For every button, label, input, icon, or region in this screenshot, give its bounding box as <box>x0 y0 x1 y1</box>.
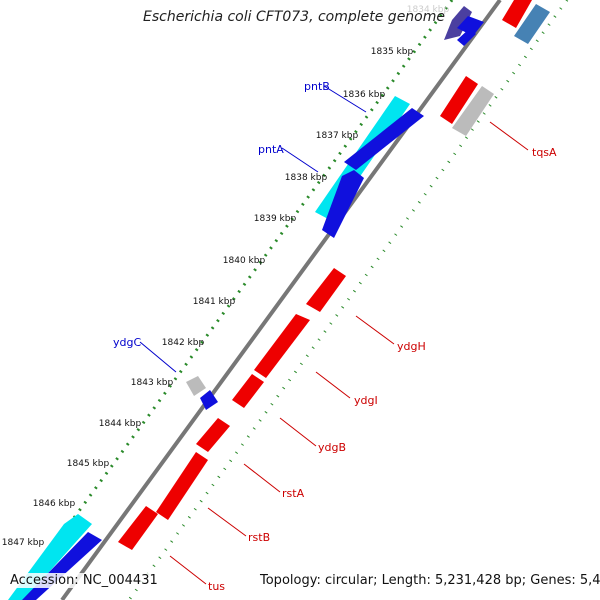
tick-label: 1843 kbp <box>131 378 174 388</box>
tick-label: 1839 kbp <box>254 214 297 224</box>
connector-ydgH <box>355 315 395 345</box>
feature-ydgC-grey[interactable] <box>186 376 206 396</box>
feature-ydgC-blue[interactable] <box>200 390 218 410</box>
gene-label-pntA[interactable]: pntA <box>258 143 284 156</box>
feature-top-right-red[interactable] <box>502 0 532 28</box>
label-connectors <box>139 85 529 585</box>
tick-label: 1845 kbp <box>67 459 110 469</box>
gene-label-tqsA[interactable]: tqsA <box>532 146 557 159</box>
feature-ydgH-red[interactable] <box>306 268 346 312</box>
map-title: Escherichia coli CFT073, complete genome <box>143 9 445 25</box>
connector-tus <box>169 555 207 585</box>
connector-pntA <box>281 147 319 173</box>
tick-label: 1840 kbp <box>223 256 266 266</box>
gene-label-ydgI[interactable]: ydgI <box>354 394 378 407</box>
tick-label: 1846 kbp <box>33 499 76 509</box>
connector-rstB <box>207 507 247 537</box>
feature-ydgB-red[interactable] <box>232 374 264 408</box>
connector-pntB <box>323 85 367 113</box>
feature-rstB-red[interactable] <box>118 506 158 550</box>
tick-label: 1837 kbp <box>316 131 359 141</box>
gene-label-ydgH[interactable]: ydgH <box>397 340 426 353</box>
feature-top-right-steel[interactable] <box>514 4 550 44</box>
feature-rstA-red-1[interactable] <box>196 418 230 452</box>
tick-label: 1838 kbp <box>285 173 328 183</box>
tick-labels: 1834 kbp 1835 kbp 1836 kbp 1837 kbp 1838… <box>2 5 450 548</box>
feature-top-left-violet[interactable] <box>444 6 472 40</box>
tick-label: 1847 kbp <box>2 538 45 548</box>
gene-label-ydgC[interactable]: ydgC <box>113 336 141 349</box>
forward-features <box>8 6 484 600</box>
tick-label: 1836 kbp <box>343 90 386 100</box>
reverse-features <box>118 0 550 550</box>
feature-ydgI-red[interactable] <box>254 314 310 378</box>
feature-rstA-red-2[interactable] <box>156 452 208 520</box>
genome-backbone <box>60 0 502 600</box>
feature-tqsA-red[interactable] <box>440 76 478 124</box>
gene-label-tus[interactable]: tus <box>208 580 225 593</box>
tick-label: 1835 kbp <box>371 47 414 57</box>
connector-tqsA <box>489 121 529 151</box>
forward-gene-labels: pntB pntA ydgC <box>113 80 330 349</box>
tick-label: 1834 kbp <box>407 5 450 15</box>
feature-top-blue-1[interactable] <box>457 16 484 36</box>
connector-ydgC <box>139 341 177 373</box>
reverse-gene-labels: tqsA ydgH ydgI ydgB rstA rstB tus <box>208 146 557 593</box>
accession-label: Accession: NC_004431 <box>8 573 160 588</box>
tick-label: 1844 kbp <box>99 419 142 429</box>
gene-label-pntB[interactable]: pntB <box>304 80 330 93</box>
feature-top-blue-2[interactable] <box>457 28 476 46</box>
feature-pntB-blue[interactable] <box>344 108 424 170</box>
feature-tqsA-grey[interactable] <box>452 86 494 136</box>
gene-label-rstA[interactable]: rstA <box>282 487 305 500</box>
connector-ydgI <box>315 371 351 399</box>
tick-label: 1841 kbp <box>193 297 236 307</box>
connector-rstA <box>243 463 281 493</box>
gene-label-rstB[interactable]: rstB <box>248 531 270 544</box>
feature-pntA-blue[interactable] <box>322 170 364 238</box>
gene-label-ydgB[interactable]: ydgB <box>318 441 346 454</box>
genome-summary: Topology: circular; Length: 5,231,428 bp… <box>258 573 600 588</box>
tick-label: 1842 kbp <box>162 338 205 348</box>
connector-ydgB <box>279 417 317 447</box>
